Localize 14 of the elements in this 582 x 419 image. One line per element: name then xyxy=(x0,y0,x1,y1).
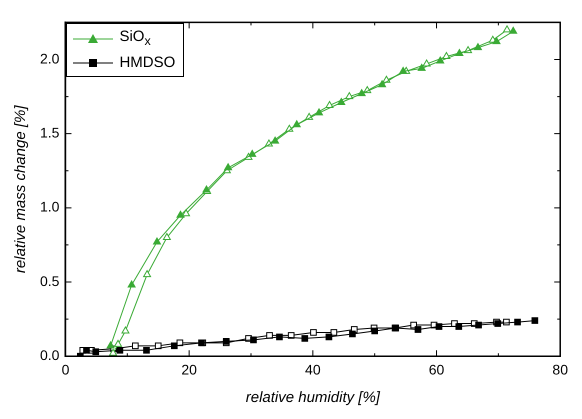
legend-label: SiO$_{x}$ xyxy=(119,27,151,50)
legend-label: HMDSO xyxy=(119,53,176,74)
y-tick-label: 1.0 xyxy=(40,198,60,215)
x-tick-label: 20 xyxy=(181,361,198,378)
x-axis-title: relative humidity [%] xyxy=(246,389,381,406)
y-tick-label: 0.0 xyxy=(40,347,60,364)
y-tick-label: 1.5 xyxy=(40,124,60,141)
x-tick-label: 40 xyxy=(305,361,321,378)
y-axis-title: relative mass change [%] xyxy=(12,104,30,274)
y-tick-label: 2.0 xyxy=(40,50,60,66)
y-tick-label: 0.5 xyxy=(40,272,60,289)
x-tick-label: 0 xyxy=(62,361,70,378)
x-tick-label: 60 xyxy=(428,361,445,378)
x-tick-label: 80 xyxy=(552,361,568,378)
